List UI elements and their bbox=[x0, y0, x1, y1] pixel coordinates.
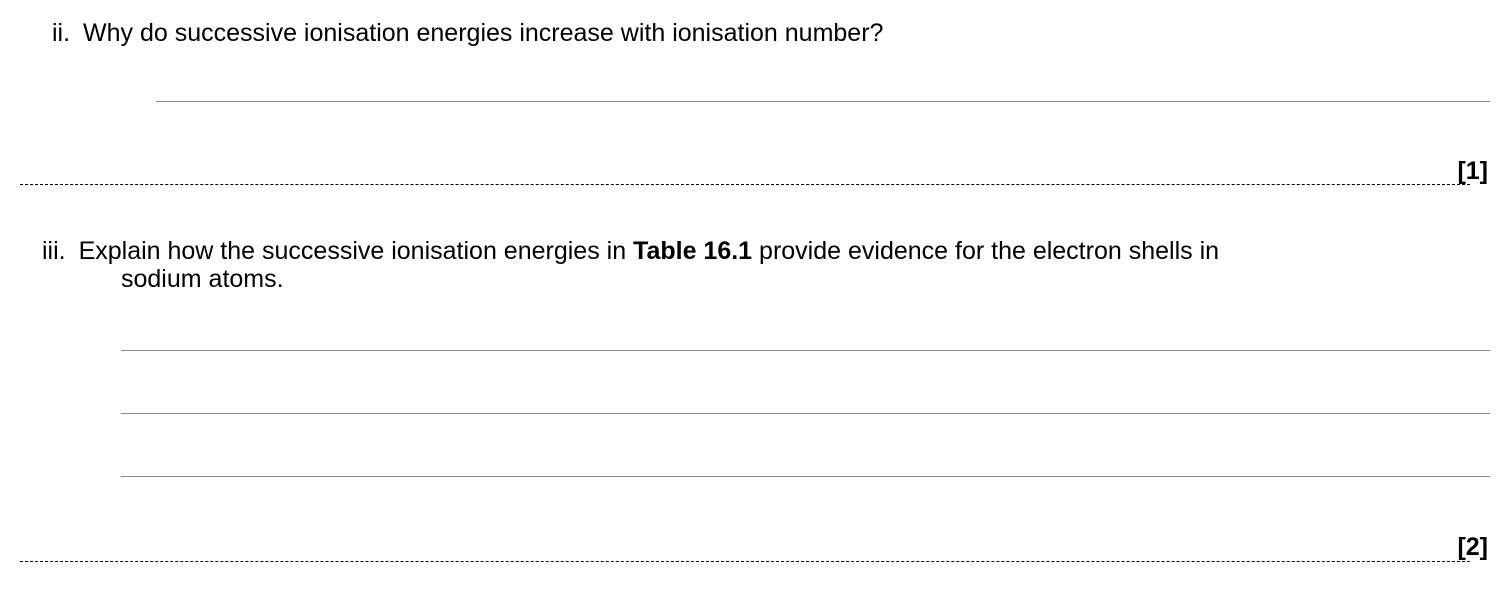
question-iii-number: iii. bbox=[42, 237, 66, 265]
question-iii-table-ref: Table 16.1 bbox=[633, 237, 753, 265]
question-iii: iii. Explain how the successive ionisati… bbox=[42, 236, 1219, 266]
question-ii: ii. Why do successive ionisation energie… bbox=[52, 18, 883, 48]
answer-line-iii-3[interactable] bbox=[121, 476, 1490, 477]
question-ii-number: ii. bbox=[52, 19, 71, 47]
marks-iii: [2] bbox=[1457, 533, 1488, 561]
question-ii-text: Why do successive ionisation energies in… bbox=[83, 19, 884, 47]
question-iii-line2: sodium atoms. bbox=[121, 265, 284, 293]
answer-line-ii-1[interactable] bbox=[156, 101, 1490, 102]
answer-line-iii-1[interactable] bbox=[121, 350, 1490, 351]
answer-line-iii-2[interactable] bbox=[121, 413, 1490, 414]
marks-ii: [1] bbox=[1457, 157, 1488, 185]
mark-dashed-line-iii bbox=[20, 561, 1470, 562]
question-iii-text-after: provide evidence for the electron shells… bbox=[752, 237, 1220, 265]
mark-dashed-line-ii bbox=[20, 184, 1470, 185]
question-iii-text-before: Explain how the successive ionisation en… bbox=[78, 237, 634, 265]
